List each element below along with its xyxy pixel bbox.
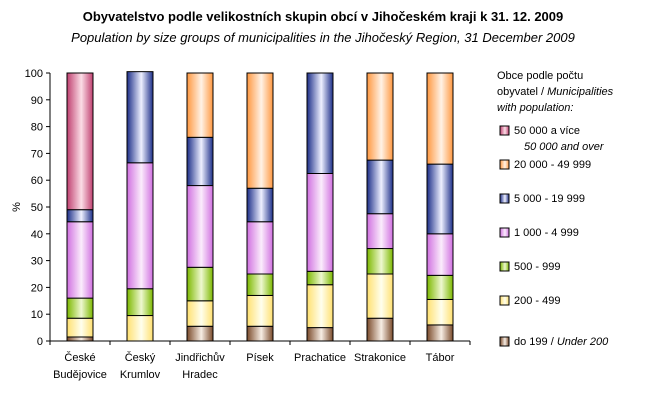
- bar-segment: [66, 221, 94, 299]
- legend-swatch: [499, 159, 510, 170]
- x-tick-label: Prachatice: [294, 352, 346, 364]
- x-tick-label: Jindřichův: [175, 352, 225, 364]
- x-tick-label: Strakonice: [354, 352, 406, 364]
- x-tick-label: Krumlov: [120, 369, 161, 381]
- legend-title-line2-en: Municipalities: [547, 86, 614, 98]
- bar-segment: [186, 185, 214, 268]
- bar-segment: [426, 298, 454, 326]
- chart-subtitle: Population by size groups of municipalit…: [71, 30, 575, 45]
- legend-entry-label-en: 50 000 and over: [524, 141, 605, 153]
- bar-segment: [66, 336, 94, 342]
- bar-segment: [306, 72, 334, 174]
- bar-segment: [186, 300, 214, 327]
- bar-segment: [366, 248, 394, 275]
- y-tick-label: 100: [25, 68, 43, 80]
- legend-entry-label: 200 - 499: [514, 295, 560, 307]
- bar-segment: [426, 72, 454, 165]
- y-tick-label: 90: [31, 95, 43, 107]
- legend-title-line3: with population:: [497, 102, 574, 114]
- bar-segment: [366, 273, 394, 319]
- bar-segment: [186, 136, 214, 187]
- bar-segment: [366, 72, 394, 161]
- bar-segment: [306, 327, 334, 342]
- bar-segment: [186, 72, 214, 138]
- bar-segment: [66, 209, 94, 223]
- bar-segment: [66, 317, 94, 338]
- y-tick-label: 30: [31, 256, 43, 268]
- bar-segment: [306, 284, 334, 329]
- bar-segment: [126, 288, 154, 317]
- bar-segment: [246, 273, 274, 296]
- bar-segment: [306, 173, 334, 272]
- legend-swatch: [499, 227, 510, 238]
- y-tick-label: 80: [31, 122, 43, 134]
- bar-segment: [126, 162, 154, 290]
- legend-entry-label: 500 - 999: [514, 261, 560, 273]
- y-tick-label: 20: [31, 282, 43, 294]
- legend-entry-label: do 199 / Under 200: [514, 336, 609, 348]
- x-tick-label: Tábor: [426, 352, 455, 364]
- legend-swatch: [499, 193, 510, 204]
- legend-title: Obce podle počtu obyvatel / Municipaliti…: [497, 68, 613, 116]
- bar-segment: [426, 274, 454, 300]
- y-tick-label: 50: [31, 202, 43, 214]
- bar-segment: [366, 213, 394, 250]
- bar-segment: [366, 317, 394, 342]
- x-tick-label: Český: [125, 351, 156, 364]
- bar-segment: [426, 233, 454, 276]
- bar-segment: [186, 325, 214, 342]
- bar-segment: [366, 159, 394, 215]
- x-tick-label: Budějovice: [53, 369, 107, 381]
- x-tick-label: Hradec: [182, 369, 218, 381]
- y-tick-label: 10: [31, 309, 43, 321]
- y-tick-label: 60: [31, 175, 43, 187]
- bar-segment: [66, 72, 94, 211]
- bar-segment: [306, 270, 334, 286]
- bar-segment: [246, 221, 274, 275]
- legend-entry-label: 5 000 - 19 999: [514, 193, 585, 205]
- bar-segment: [246, 72, 274, 189]
- y-tick-label: 70: [31, 148, 43, 160]
- bar-segment: [186, 266, 214, 302]
- legend-entry-label: 50 000 a více: [514, 125, 580, 137]
- bar-segment: [126, 71, 154, 164]
- y-tick-label: 0: [37, 336, 43, 348]
- legend-title-line2-cz: obyvatel /: [497, 86, 548, 98]
- legend-swatch: [499, 125, 510, 136]
- legend-swatch: [499, 336, 510, 347]
- bar-segment: [246, 325, 274, 342]
- legend-entry-label: 1 000 - 4 999: [514, 227, 579, 239]
- y-tick-label: 40: [31, 229, 43, 241]
- bar-segment: [66, 297, 94, 319]
- x-tick-label: Písek: [246, 352, 274, 364]
- bar-segment: [426, 163, 454, 235]
- bar-segment: [246, 187, 274, 223]
- y-axis-label: %: [11, 202, 23, 212]
- chart-title: Obyvatelstvo podle velikostních skupin o…: [82, 9, 564, 24]
- bar-segment: [246, 294, 274, 327]
- legend-title-line1: Obce podle počtu: [497, 70, 584, 82]
- bar-segment: [426, 324, 454, 342]
- legend-entry-label: 20 000 - 49 999: [514, 159, 591, 171]
- bar-segment: [126, 315, 154, 342]
- legend-swatch: [499, 261, 510, 272]
- legend-swatch: [499, 295, 510, 306]
- x-tick-label: České: [64, 351, 95, 364]
